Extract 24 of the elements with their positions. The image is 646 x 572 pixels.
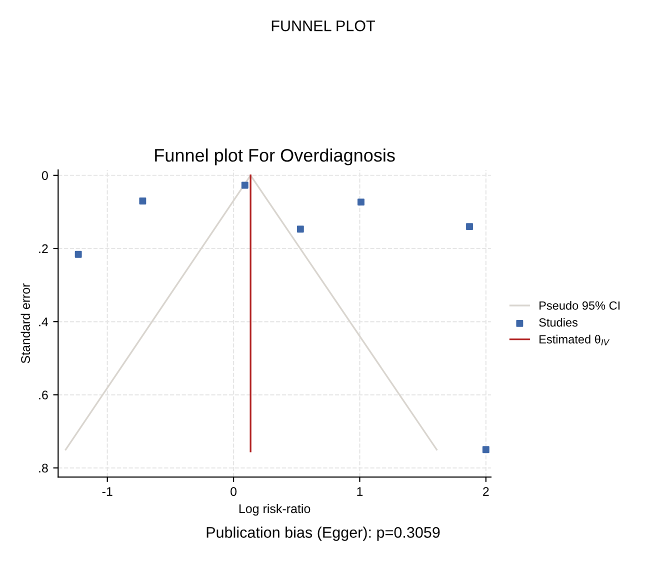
point xyxy=(466,223,473,230)
y-tick-label: .2 xyxy=(39,244,48,254)
legend-label: Estimated θ$_{IV}$ xyxy=(540,334,610,346)
chart-title: FUNNEL PLOT xyxy=(272,20,375,32)
y-tick-label: .8 xyxy=(39,464,48,473)
point xyxy=(74,250,82,258)
legend-label: Pseudo 95% CI xyxy=(540,301,620,310)
point xyxy=(358,198,364,206)
chart-subtitle: Funnel plot For Overdiagnosis xyxy=(155,148,395,166)
point xyxy=(139,197,146,204)
point xyxy=(296,226,304,233)
text: Publication bias (Egger): p=0.3059 xyxy=(206,526,440,541)
x-tick-label: 2 xyxy=(483,487,489,496)
y-tick-label: .6 xyxy=(39,390,48,400)
y-tick-label: .4 xyxy=(39,318,48,326)
point xyxy=(482,446,490,454)
y-tick-label: 0 xyxy=(42,171,48,180)
x-tick-label: 1 xyxy=(357,487,363,496)
x-axis-title: Log risk-ratio xyxy=(239,504,310,516)
x-tick-label: -1 xyxy=(102,487,112,496)
point xyxy=(241,182,248,189)
legend-label: Studies xyxy=(539,318,578,327)
x-tick-label: 0 xyxy=(230,487,237,496)
y-axis-title: Standard error xyxy=(20,283,30,364)
